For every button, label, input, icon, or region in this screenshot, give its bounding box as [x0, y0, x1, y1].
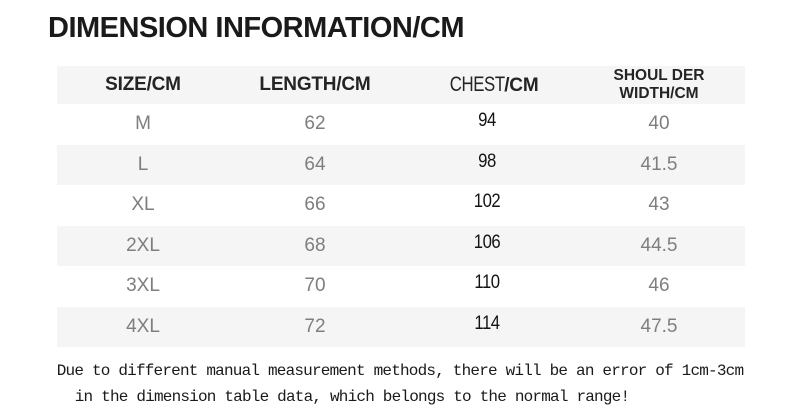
- size-guide-page: DIMENSION INFORMATION/CM SIZE/CM LENGTH/…: [0, 12, 800, 410]
- size-cell: L: [137, 153, 149, 175]
- page-title: DIMENSION INFORMATION/CM: [48, 12, 465, 44]
- length-cell: 70: [304, 275, 326, 297]
- size-cell: XL: [131, 194, 155, 216]
- shoulder-cell: 47.5: [640, 315, 678, 337]
- shoulder-cell: 41.5: [640, 153, 678, 175]
- length-cell: 62: [304, 113, 326, 135]
- length-cell: 68: [304, 234, 326, 256]
- shoulder-cell: 40: [648, 113, 670, 135]
- chest-cell: 114: [474, 312, 500, 334]
- chest-cell: 98: [478, 150, 496, 172]
- column-header-length: LENGTH/CM: [259, 74, 371, 95]
- length-cell: 72: [304, 315, 326, 337]
- table-row: XL 66 102 43: [57, 185, 745, 226]
- length-cell: 64: [304, 153, 326, 175]
- size-cell: 4XL: [126, 315, 160, 337]
- column-header-chest: CHEST/CM: [401, 73, 573, 97]
- chest-cell: 94: [478, 110, 496, 132]
- table-row: M 62 94 40: [57, 104, 745, 145]
- shoulder-cell: 44.5: [640, 234, 678, 256]
- size-cell: 3XL: [126, 275, 160, 297]
- disclaimer-line-2: in the dimension table data, which belon…: [74, 387, 630, 406]
- chest-cell: 106: [473, 231, 501, 253]
- column-header-shoulder: SHOUL DER WIDTH/CM: [613, 67, 705, 102]
- table-row: 4XL 72 114 47.5: [57, 306, 745, 347]
- disclaimer-line-1: Due to different manual measurement meth…: [56, 362, 744, 380]
- length-cell: 66: [304, 194, 326, 216]
- column-header-chest-suffix: /CM: [504, 75, 539, 96]
- column-header-chest-main: CHEST: [449, 73, 505, 96]
- table-row: 3XL 70 110 46: [57, 266, 745, 307]
- table-row: 2XL 68 106 44.5: [57, 225, 745, 266]
- chest-cell: 110: [474, 272, 500, 294]
- size-cell: 2XL: [126, 234, 160, 256]
- size-cell: M: [135, 113, 151, 135]
- measurement-disclaimer: Due to different manual measurement meth…: [0, 359, 800, 410]
- column-header-size: SIZE/CM: [105, 74, 181, 95]
- dimension-table: SIZE/CM LENGTH/CM CHEST/CM SHOUL DER WID…: [57, 66, 745, 347]
- chest-cell: 102: [473, 191, 501, 213]
- table-header-row: SIZE/CM LENGTH/CM CHEST/CM SHOUL DER WID…: [57, 66, 745, 104]
- table-row: L 64 98 41.5: [57, 144, 745, 185]
- shoulder-cell: 43: [648, 194, 670, 216]
- shoulder-cell: 46: [648, 275, 670, 297]
